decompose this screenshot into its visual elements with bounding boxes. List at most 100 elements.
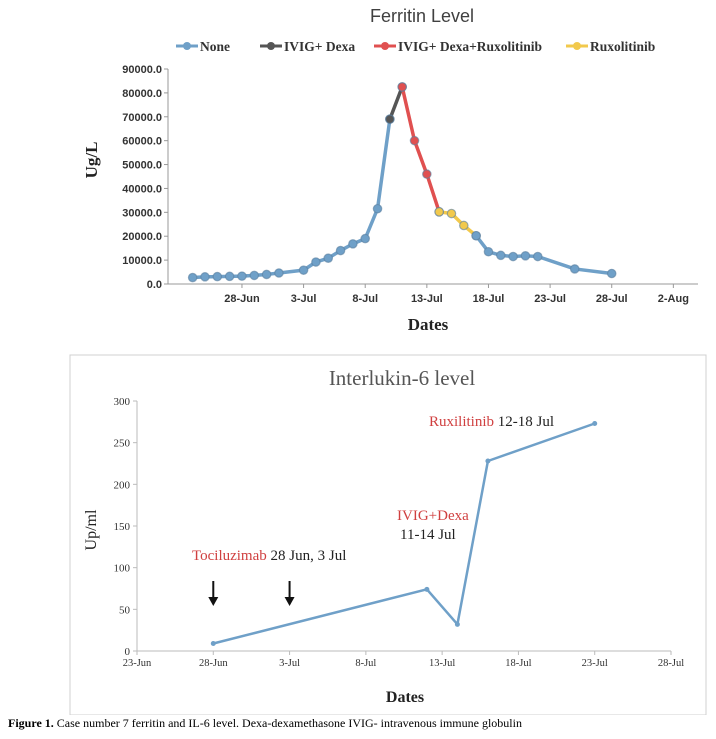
ferritin-point (569, 264, 580, 274)
il6-x-tick-label: 28-Jun (199, 658, 228, 669)
ferritin-point (274, 268, 284, 278)
ferritin-point (224, 271, 235, 282)
legend-entry-label: Ruxolitinib (590, 39, 655, 54)
ferritin-y-tick-label: 80000.0 (122, 88, 162, 100)
ferritin-point (459, 220, 469, 231)
ferritin-point (311, 257, 321, 267)
il6-annotations: Tociluzimab 28 Jun, 3 Jul IVIG+Dexa 11-14 … (192, 414, 554, 606)
ferritin-y-label: Ug/L (82, 142, 101, 179)
il6-x-label: Dates (386, 689, 424, 706)
ferritin-point (483, 246, 494, 257)
ferritin-y-tick-label: 60000.0 (122, 136, 162, 148)
ferritin-x-tick-label: 28-Jun (224, 293, 260, 305)
ferritin-legend: None IVIG+ Dexa IVIG+ Dexa+Ruxolitinib Ruxo… (176, 39, 655, 54)
il6-y-tick-label: 200 (114, 479, 131, 491)
legend-entry-label: None (200, 39, 230, 54)
ferritin-point (422, 169, 432, 179)
ferritin-y-tick-label: 0.0 (147, 279, 162, 291)
il6-x-tick-label: 23-Jun (123, 658, 152, 669)
il6-series (210, 421, 598, 646)
ferritin-series-line-1 (388, 86, 404, 120)
legend-swatch-marker (267, 42, 275, 50)
il6-chart-frame (69, 354, 707, 715)
ferritin-x-tick-label: 23-Jul (534, 293, 566, 305)
ferritin-point (360, 233, 371, 244)
il6-axes: 0 50 100 150 200 250 300 23-Jun 28-Jun 3-Jul 8-Jul… (114, 396, 685, 669)
ferritin-x-tick-label: 8-Jul (352, 293, 378, 305)
il6-y-tick-label: 150 (114, 521, 131, 533)
ferritin-y-tick-label: 20000.0 (122, 231, 162, 243)
ferritin-point (187, 272, 198, 283)
il6-y-tick-label: 100 (114, 563, 131, 575)
ferritin-point (348, 239, 358, 249)
annotation-ruxilitinib: Ruxilitinib 12-18 Jul (429, 414, 554, 430)
ferritin-x-tick-label: 3-Jul (291, 293, 317, 305)
il6-y-tick-label: 250 (114, 438, 131, 450)
il6-point (424, 586, 430, 592)
ferritin-x-label: Dates (408, 315, 449, 334)
il6-x-tick-label: 13-Jul (429, 658, 455, 669)
il6-y-label: Up/ml (83, 509, 100, 550)
figure-caption-label: Figure 1. (8, 716, 54, 730)
annotation-ivig-dexa-dates: 11-14 Jul (400, 527, 456, 543)
ferritin-point (397, 82, 407, 92)
figure-caption: Figure 1. Case number 7 ferritin and IL-… (8, 716, 708, 731)
ferritin-point (323, 253, 334, 264)
ferritin-point (508, 251, 518, 262)
legend-entry-label: IVIG+ Dexa (284, 39, 355, 54)
ferritin-y-tick-label: 70000.0 (122, 112, 162, 124)
il6-point (454, 621, 460, 627)
il6-y-tick-label: 0 (125, 646, 131, 658)
ferritin-point (261, 269, 272, 280)
il6-x-tick-label: 18-Jul (505, 658, 531, 669)
ferritin-series (187, 82, 617, 283)
figure-caption-text: Case number 7 ferritin and IL-6 level. D… (53, 716, 522, 730)
ferritin-point (532, 251, 543, 262)
annotation-tociluzimab: Tociluzimab 28 Jun, 3 Jul (192, 548, 346, 564)
ferritin-chart: Ferritin Level None IVIG+ Dexa IVIG+ Dexa+… (82, 6, 698, 334)
ferritin-x-tick-label: 13-Jul (411, 293, 443, 305)
ferritin-point (471, 230, 481, 241)
il6-y-tick-label: 300 (114, 396, 131, 408)
ferritin-x-tick-label: 18-Jul (473, 293, 505, 305)
il6-title: Interlukin-6 level (329, 366, 476, 390)
il6-point (592, 421, 598, 426)
ferritin-point (495, 250, 506, 261)
ferritin-x-tick-label: 28-Jul (596, 293, 628, 305)
ferritin-y-tick-label: 10000.0 (122, 255, 162, 267)
legend-entry-label: IVIG+ Dexa+Ruxolitinib (398, 39, 542, 54)
ferritin-point (298, 265, 309, 275)
ferritin-series-line-0 (192, 118, 392, 280)
ferritin-point (385, 114, 395, 124)
dose-arrow-head (208, 597, 219, 606)
ferritin-point (249, 270, 260, 281)
dose-arrow-head (284, 597, 295, 606)
ferritin-y-tick-label: 50000.0 (122, 160, 162, 172)
ferritin-point (335, 245, 346, 256)
ferritin-y-tick-label: 30000.0 (122, 207, 162, 219)
il6-x-tick-label: 23-Jul (582, 658, 608, 669)
legend-swatch-marker (381, 42, 389, 50)
ferritin-y-tick-label: 90000.0 (122, 64, 162, 76)
il6-point (210, 641, 216, 646)
ferritin-point (446, 208, 457, 219)
il6-x-tick-label: 28-Jul (658, 658, 684, 669)
il6-x-tick-label: 8-Jul (355, 658, 376, 669)
ferritin-series-line-2 (400, 86, 441, 213)
ferritin-point (212, 271, 223, 282)
il6-chart: Interlukin-6 level 0 50 100 150 200 250 300 23-… (69, 354, 707, 715)
legend-swatch-marker (573, 42, 581, 50)
ferritin-title: Ferritin Level (370, 6, 474, 26)
ferritin-series-line-3 (438, 210, 478, 238)
il6-point (485, 458, 491, 464)
ferritin-point (606, 268, 617, 279)
ferritin-axes: 0.0 10000.0 20000.0 30000.0 40000.0 50000.0 60… (122, 64, 698, 305)
ferritin-y-tick-label: 40000.0 (122, 183, 162, 195)
ferritin-point (200, 272, 210, 282)
il6-y-tick-label: 50 (119, 604, 131, 616)
ferritin-point (520, 251, 531, 261)
ferritin-point (434, 207, 444, 217)
legend-swatch-marker (183, 42, 191, 50)
ferritin-x-tick-label: 2-Aug (658, 293, 689, 305)
ferritin-point (409, 135, 420, 146)
